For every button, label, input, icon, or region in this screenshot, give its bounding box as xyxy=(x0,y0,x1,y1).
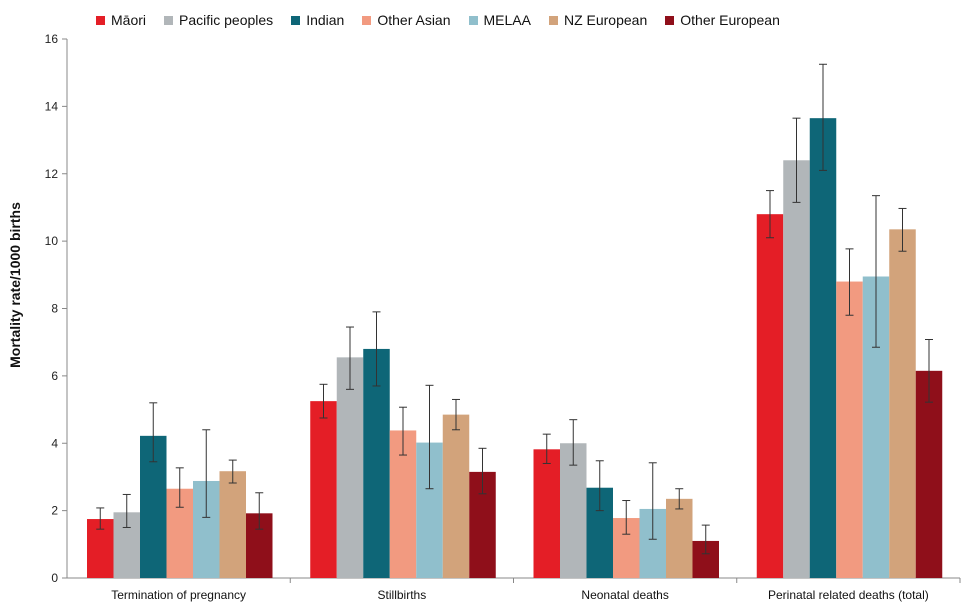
y-tick-label: 2 xyxy=(51,504,58,518)
legend-swatch xyxy=(665,15,675,25)
x-category-label: Perinatal related deaths (total) xyxy=(768,588,929,602)
y-tick-label: 8 xyxy=(51,302,58,316)
y-tick-label: 16 xyxy=(45,32,59,46)
bar xyxy=(219,471,246,578)
legend-swatch xyxy=(164,15,174,25)
legend-item: MELAA xyxy=(468,12,531,28)
legend-item: Other European xyxy=(665,12,780,28)
legend-item: Māori xyxy=(96,12,146,28)
y-tick-label: 0 xyxy=(51,571,58,585)
bar xyxy=(560,443,587,578)
x-category-label: Neonatal deaths xyxy=(581,588,668,602)
bar xyxy=(363,348,390,578)
bar xyxy=(809,118,837,579)
bar xyxy=(889,229,916,578)
legend-swatch xyxy=(468,15,478,25)
legend-label: NZ European xyxy=(563,12,648,28)
legend-label: Māori xyxy=(111,12,147,28)
bar xyxy=(836,281,863,578)
y-tick-label: 12 xyxy=(45,167,59,181)
legend-label: Indian xyxy=(306,12,345,28)
legend-item: Other Asian xyxy=(362,12,451,28)
x-category-label: Termination of pregnancy xyxy=(111,588,246,602)
y-tick-label: 10 xyxy=(45,234,59,248)
legend-label: MELAA xyxy=(483,12,531,28)
y-tick-label: 6 xyxy=(51,369,58,383)
bar xyxy=(783,160,810,578)
legend: Māori Pacific peoples Indian Other Asian MEL… xyxy=(96,12,798,28)
legend-label: Other European xyxy=(680,12,780,28)
bar xyxy=(336,357,364,578)
bar xyxy=(666,498,693,578)
y-tick-label: 4 xyxy=(51,436,58,450)
x-category-label: Stillbirths xyxy=(378,588,427,602)
legend-item: NZ European xyxy=(548,12,648,28)
legend-item: Pacific peoples xyxy=(164,12,273,28)
bar xyxy=(442,414,470,578)
bar xyxy=(533,449,560,578)
legend-label: Pacific peoples xyxy=(179,12,274,28)
legend-item: Indian xyxy=(291,12,344,28)
y-tick-label: 14 xyxy=(45,99,59,113)
legend-swatch xyxy=(96,15,105,25)
bar xyxy=(915,370,943,578)
legend-swatch xyxy=(362,15,372,25)
bar xyxy=(310,401,337,578)
legend-swatch xyxy=(291,15,301,25)
bar xyxy=(756,214,784,579)
legend-swatch xyxy=(548,15,558,25)
legend-label: Other Asian xyxy=(377,12,451,28)
